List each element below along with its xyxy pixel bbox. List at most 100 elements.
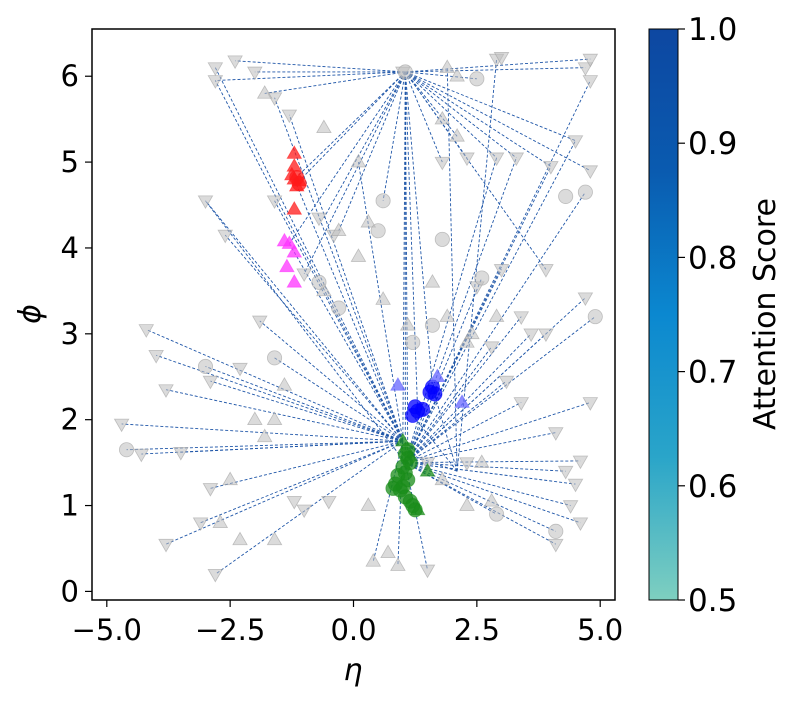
attention-edge xyxy=(382,71,406,201)
data-point-circle xyxy=(558,188,574,204)
data-point-triangle-up xyxy=(434,471,451,486)
x-tick-label: 5.0 xyxy=(577,613,623,647)
data-point-triangle-down xyxy=(577,62,594,76)
attention-edge xyxy=(121,423,403,442)
attention-edge xyxy=(404,71,497,159)
data-point-triangle-down xyxy=(296,268,312,283)
data-point-triangle-down xyxy=(543,161,559,175)
attention-edge xyxy=(405,460,581,464)
y-tick-label: 5 xyxy=(61,145,79,179)
data-point-triangle-up xyxy=(488,308,505,322)
data-point-circle xyxy=(385,480,401,496)
x-axis: −5.0 −2.5 0.0 2.5 5.0 xyxy=(72,600,623,647)
attention-edge xyxy=(293,179,404,442)
data-point-triangle-down xyxy=(266,92,283,106)
attention-edge xyxy=(404,71,547,270)
attention-edge xyxy=(405,462,557,545)
data-point-triangle-up xyxy=(232,531,248,546)
data-point-triangle-down xyxy=(158,384,174,398)
data-point-triangle-down xyxy=(266,195,283,210)
data-point-triangle-down xyxy=(251,315,268,330)
attention-edge xyxy=(405,71,576,142)
y-tick-label: 4 xyxy=(61,231,79,265)
attention-edge xyxy=(215,71,406,81)
data-point-triangle-down xyxy=(192,517,209,532)
data-point-circle xyxy=(548,523,564,539)
data-point-triangle-down xyxy=(227,55,243,70)
attention-edge xyxy=(264,71,406,94)
data-point-triangle-down xyxy=(538,328,554,343)
data-point-circle xyxy=(434,231,450,247)
data-point-circle xyxy=(474,270,490,286)
data-point-triangle-up xyxy=(247,411,263,425)
data-point-triangle-up xyxy=(399,316,416,331)
data-point-triangle-up xyxy=(419,462,436,477)
data-point-triangle-up xyxy=(464,325,480,340)
data-point-triangle-down xyxy=(513,397,530,411)
data-point-triangle-down xyxy=(296,504,312,519)
attention-edge xyxy=(405,67,586,73)
data-point-triangle-down xyxy=(582,397,599,411)
x-tick-label: −2.5 xyxy=(195,613,265,647)
data-point-triangle-down xyxy=(286,495,303,510)
data-point-triangle-down xyxy=(498,375,515,390)
attention-edge xyxy=(372,441,404,562)
data-point-triangle-up xyxy=(316,119,332,134)
y-axis: 0 1 2 3 4 5 6 xyxy=(61,59,92,608)
colorbar xyxy=(648,28,679,601)
data-point-circle xyxy=(405,334,421,350)
data-point-triangle-up xyxy=(266,411,283,425)
colorbar-tick-label: 0.6 xyxy=(688,469,737,505)
data-point-circle xyxy=(402,455,418,471)
data-point-triangle-down xyxy=(567,478,584,493)
colorbar-tick-label: 1.0 xyxy=(688,12,737,48)
colorbar-tick-label: 0.9 xyxy=(688,126,737,162)
data-point-triangle-down xyxy=(232,362,248,377)
data-point-triangle-down xyxy=(321,495,337,510)
attention-edge xyxy=(405,71,477,80)
data-point-triangle-down xyxy=(202,483,219,497)
data-point-triangle-up xyxy=(360,213,377,228)
attention-edge xyxy=(405,462,497,515)
data-point-triangle-up xyxy=(365,553,382,567)
data-point-triangle-down xyxy=(513,311,530,325)
data-point-triangle-down xyxy=(419,564,436,579)
data-point-triangle-up xyxy=(286,273,303,288)
data-point-triangle-down xyxy=(202,375,219,390)
data-point-triangle-down xyxy=(538,264,554,278)
attention-edge xyxy=(165,389,403,442)
data-point-triangle-down xyxy=(459,457,475,471)
data-point-triangle-up xyxy=(281,235,298,249)
colorbar-ticks: 0.5 0.6 0.7 0.8 0.9 1.0 xyxy=(678,12,737,619)
data-point-triangle-down xyxy=(547,538,564,553)
attention-edge xyxy=(404,71,433,388)
attention-edge xyxy=(407,453,458,472)
data-point-triangle-up xyxy=(286,201,303,215)
y-tick-label: 2 xyxy=(61,403,79,437)
data-point-circle xyxy=(370,223,386,239)
data-point-circle xyxy=(291,176,307,192)
attention-edge xyxy=(405,58,591,73)
data-point-triangle-up xyxy=(429,368,446,383)
data-point-triangle-down xyxy=(582,53,599,68)
attention-edge xyxy=(405,333,547,463)
attention-edge xyxy=(205,200,404,442)
data-point-circle xyxy=(375,193,391,209)
data-point-triangle-up xyxy=(390,557,406,571)
data-point-triangle-down xyxy=(311,212,327,227)
attention-edge xyxy=(205,366,403,442)
data-point-triangle-down xyxy=(434,156,451,171)
data-point-triangle-down xyxy=(493,52,510,66)
y-tick-label: 6 xyxy=(61,59,79,93)
plot-background xyxy=(92,29,615,600)
attention-edge xyxy=(274,200,404,442)
attention-edge xyxy=(338,71,406,231)
colorbar-tick-label: 0.8 xyxy=(688,240,737,276)
x-axis-label: η xyxy=(343,653,362,688)
data-point-triangle-up xyxy=(286,243,303,258)
data-point-triangle-up xyxy=(409,501,426,516)
attention-edge xyxy=(303,71,406,274)
attention-edge xyxy=(405,402,522,464)
